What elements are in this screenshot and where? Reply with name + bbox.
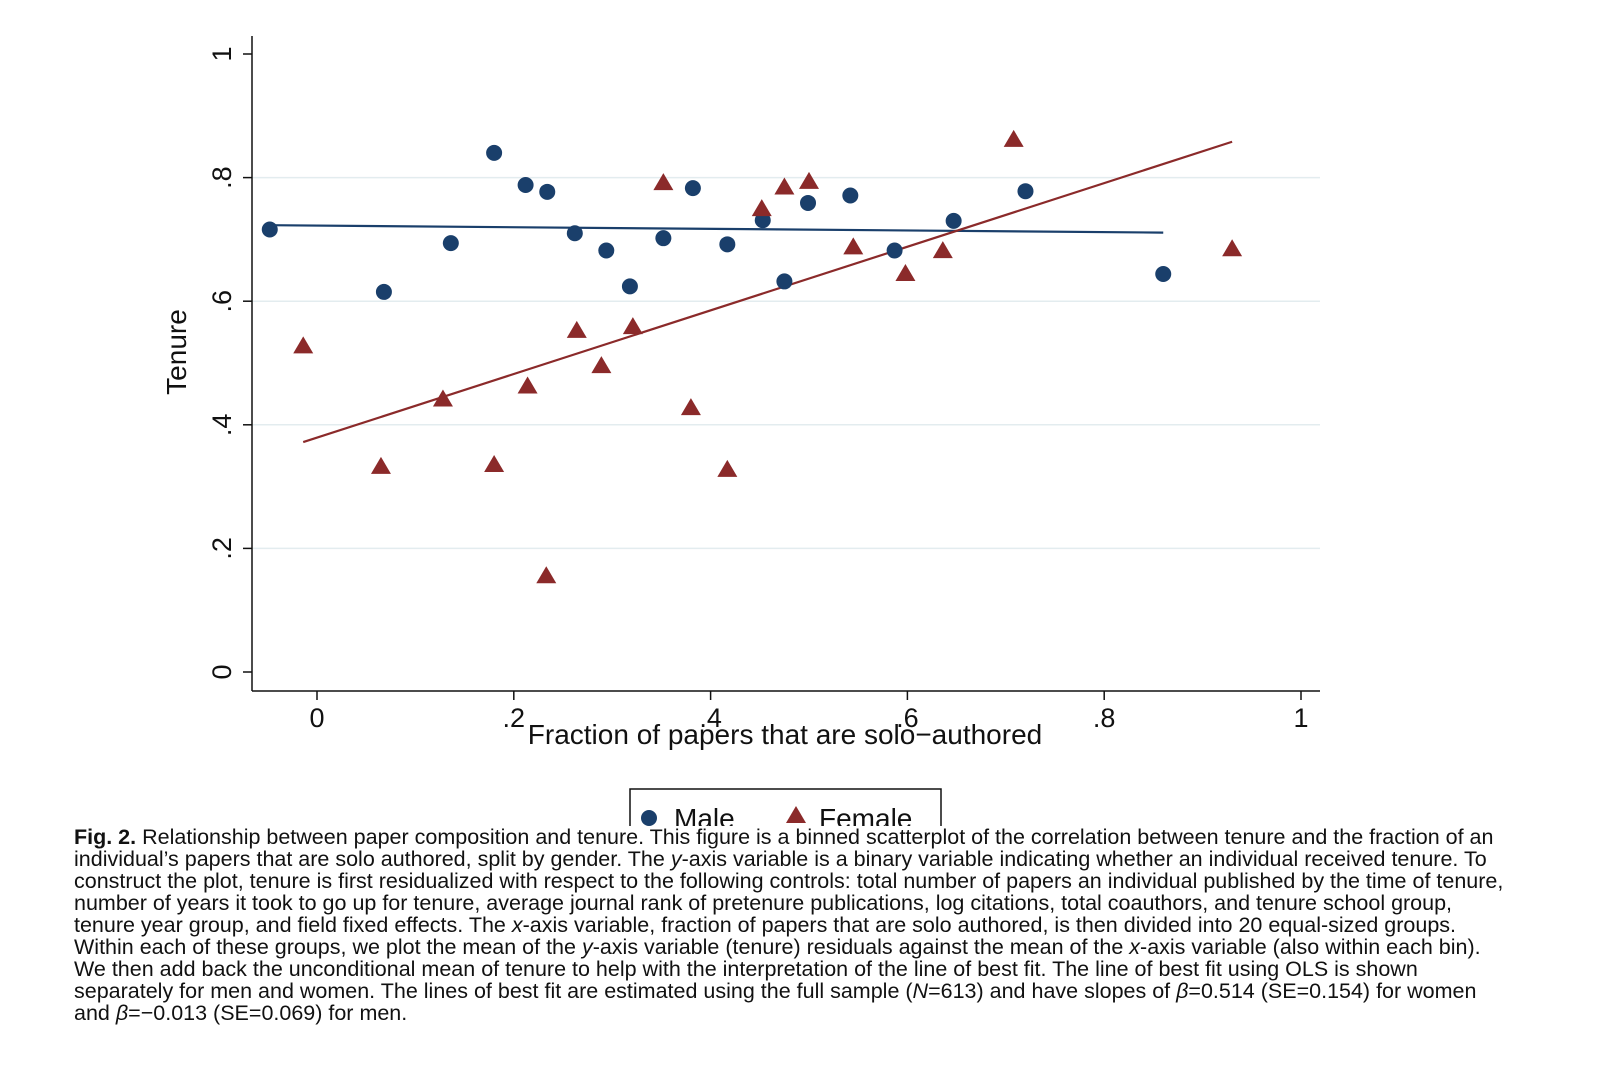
point-female bbox=[432, 389, 453, 407]
point-male bbox=[539, 183, 556, 200]
point-male bbox=[754, 212, 771, 229]
caption-y-1: y bbox=[670, 847, 682, 871]
y-tick-label: 1 bbox=[207, 46, 237, 61]
caption-text-8: =−0.013 (SE=0.069) for men. bbox=[128, 1001, 408, 1025]
point-female bbox=[517, 376, 538, 394]
y-tick-label: .4 bbox=[207, 414, 237, 437]
point-male bbox=[261, 221, 278, 238]
point-male bbox=[655, 230, 672, 247]
point-male bbox=[442, 235, 459, 252]
point-female bbox=[622, 317, 643, 335]
y-tick-label: 0 bbox=[207, 664, 237, 679]
y-tick-label: .8 bbox=[207, 166, 237, 189]
caption-beta-2: β bbox=[115, 1001, 129, 1025]
point-female bbox=[932, 241, 953, 259]
x-tick-label: 0 bbox=[309, 703, 324, 733]
legend-female-label: Female bbox=[819, 803, 912, 826]
point-male bbox=[842, 187, 859, 204]
x-tick-label: .6 bbox=[896, 703, 919, 733]
point-male bbox=[375, 283, 392, 300]
figure-caption: Fig. 2. Relationship between paper compo… bbox=[74, 826, 1514, 1024]
legend-male-marker bbox=[641, 810, 657, 826]
point-female bbox=[717, 459, 738, 477]
y-axis-label: Tenure bbox=[161, 309, 192, 395]
fit-lines bbox=[269, 140, 1233, 444]
caption-x-1: x bbox=[511, 913, 523, 937]
legend: Male Female bbox=[629, 788, 942, 826]
x-tick-label: 1 bbox=[1293, 703, 1308, 733]
point-female bbox=[566, 320, 587, 338]
scatterplot: 0 .2 .4 .6 .8 1 0 .2 .4 .6 .8 1 Fraction of papers … bbox=[161, 36, 1320, 826]
caption-x-2: x bbox=[1129, 935, 1141, 959]
caption-text-7: =0.514 (SE=0.154) for women and bbox=[74, 979, 1477, 1025]
caption-text-4: -axis variable (tenure) residuals agains… bbox=[592, 935, 1130, 959]
point-male bbox=[517, 177, 534, 194]
legend-male-label: Male bbox=[674, 803, 735, 826]
point-male bbox=[486, 144, 503, 161]
caption-beta-1: β bbox=[1176, 979, 1189, 1003]
data-points bbox=[261, 129, 1243, 584]
point-male bbox=[598, 242, 615, 259]
point-male bbox=[886, 242, 903, 259]
point-female bbox=[680, 398, 701, 416]
point-male bbox=[776, 273, 793, 290]
point-female bbox=[370, 456, 391, 474]
point-female bbox=[484, 454, 505, 472]
point-male bbox=[1155, 266, 1172, 283]
point-female bbox=[293, 336, 314, 354]
caption-text-2: -axis variable is a binary variable indi… bbox=[74, 847, 1504, 937]
point-female bbox=[591, 356, 612, 374]
point-male bbox=[621, 278, 638, 295]
legend-female-marker bbox=[786, 806, 806, 823]
caption-y-2: y bbox=[581, 935, 593, 959]
point-female bbox=[536, 566, 557, 584]
figure-label: Fig. 2. bbox=[74, 825, 137, 849]
x-tick-label: .2 bbox=[503, 703, 526, 733]
point-female bbox=[751, 199, 772, 217]
x-axis-label: Fraction of papers that are solo−authore… bbox=[528, 719, 1042, 750]
caption-n: N bbox=[912, 979, 929, 1003]
point-female bbox=[895, 264, 916, 282]
y-tick-label: .6 bbox=[207, 290, 237, 313]
point-female bbox=[843, 237, 864, 255]
caption-text-3: -axis variable, fraction of papers that … bbox=[74, 913, 1457, 959]
fit-line-male bbox=[269, 224, 1164, 234]
point-male bbox=[684, 180, 701, 197]
point-male bbox=[719, 236, 736, 253]
point-male bbox=[945, 212, 962, 229]
point-male bbox=[800, 194, 817, 211]
point-male bbox=[1017, 183, 1034, 200]
y-tick-label: .2 bbox=[207, 537, 237, 560]
caption-text-6: =613) and have slopes of bbox=[928, 979, 1177, 1003]
point-female bbox=[1222, 239, 1243, 257]
point-female bbox=[1003, 129, 1024, 147]
axes: 0 .2 .4 .6 .8 1 0 .2 .4 .6 .8 1 bbox=[207, 36, 1320, 733]
point-female bbox=[774, 177, 795, 195]
legend-box bbox=[629, 788, 942, 826]
x-tick-label: .4 bbox=[699, 703, 722, 733]
caption-text-1: Relationship between paper composition a… bbox=[74, 825, 1494, 871]
point-female bbox=[799, 171, 819, 189]
point-female bbox=[653, 173, 674, 191]
fit-line-female bbox=[302, 140, 1233, 444]
point-male bbox=[566, 225, 583, 242]
x-tick-label: .8 bbox=[1093, 703, 1116, 733]
caption-text-5: -axis variable (also within each bin). W… bbox=[74, 935, 1481, 1003]
gridlines bbox=[252, 176, 1320, 550]
